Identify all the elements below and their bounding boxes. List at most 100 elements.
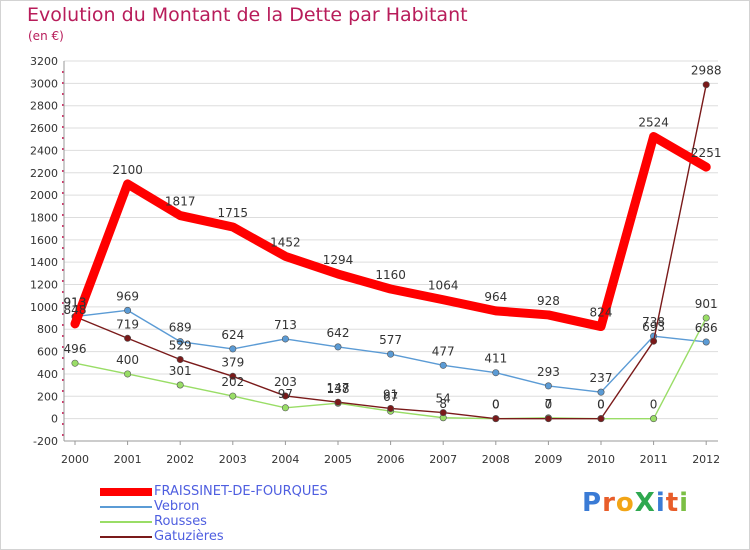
axis-dot bbox=[62, 291, 64, 293]
data-point bbox=[229, 392, 237, 400]
x-tick-label: 2010 bbox=[587, 453, 615, 466]
y-tick-label: 1600 bbox=[30, 234, 58, 247]
axis-dot bbox=[62, 401, 64, 403]
axis-dot bbox=[62, 170, 64, 172]
data-point bbox=[124, 334, 132, 342]
logo-letter: X bbox=[634, 488, 656, 518]
y-tick-label: 2800 bbox=[30, 100, 58, 113]
axis-dot bbox=[62, 258, 64, 260]
data-point bbox=[334, 398, 342, 406]
axis-dot bbox=[62, 115, 64, 117]
axis-dot bbox=[62, 324, 64, 326]
data-point bbox=[281, 335, 289, 343]
axis-dot bbox=[62, 335, 64, 337]
axis-dot bbox=[62, 126, 64, 128]
axis-dot bbox=[62, 302, 64, 304]
data-point bbox=[702, 81, 710, 89]
data-label: 0 bbox=[492, 398, 500, 412]
data-point bbox=[650, 415, 658, 423]
chart-subtitle: (en €) bbox=[28, 29, 64, 43]
y-tick-label: 1400 bbox=[30, 256, 58, 269]
data-label: 2251 bbox=[691, 146, 722, 160]
axis-dot bbox=[62, 390, 64, 392]
axis-dot bbox=[62, 280, 64, 282]
data-point bbox=[650, 337, 658, 345]
legend-label: Rousses bbox=[154, 514, 207, 529]
data-label: 0 bbox=[650, 398, 658, 412]
data-point bbox=[334, 343, 342, 351]
data-label: 901 bbox=[695, 297, 718, 311]
axis-dot bbox=[62, 82, 64, 84]
x-tick-label: 2006 bbox=[377, 453, 405, 466]
x-tick-label: 2004 bbox=[271, 453, 299, 466]
axis-dot bbox=[62, 214, 64, 216]
x-tick-label: 2008 bbox=[482, 453, 510, 466]
axis-dot bbox=[62, 346, 64, 348]
y-tick-label: 600 bbox=[37, 346, 58, 359]
axis-dot bbox=[62, 104, 64, 106]
axis-dot bbox=[62, 313, 64, 315]
axis-dot bbox=[62, 181, 64, 183]
x-tick-label: 2001 bbox=[114, 453, 142, 466]
data-label: 496 bbox=[64, 342, 87, 356]
x-tick-label: 2002 bbox=[166, 453, 194, 466]
data-label: 301 bbox=[169, 364, 192, 378]
data-label: 913 bbox=[64, 296, 87, 310]
y-tick-label: -200 bbox=[33, 435, 58, 448]
data-point bbox=[492, 415, 500, 423]
axis-dot bbox=[62, 247, 64, 249]
data-label: 1064 bbox=[428, 279, 459, 293]
logo-letter: P bbox=[582, 488, 603, 518]
data-label: 147 bbox=[327, 381, 350, 395]
axis-dot bbox=[62, 159, 64, 161]
data-label: 0 bbox=[597, 398, 605, 412]
axis-dot bbox=[62, 203, 64, 205]
data-point bbox=[124, 306, 132, 314]
y-tick-label: 2200 bbox=[30, 167, 58, 180]
axis-dot bbox=[62, 137, 64, 139]
legend-label: FRAISSINET-DE-FOURQUES bbox=[154, 484, 328, 499]
x-tick-label: 2009 bbox=[534, 453, 562, 466]
chart-title: Evolution du Montant de la Dette par Hab… bbox=[27, 4, 468, 26]
data-label: 713 bbox=[274, 318, 297, 332]
data-point bbox=[71, 359, 79, 367]
data-label: 824 bbox=[590, 306, 613, 320]
axis-dot bbox=[62, 412, 64, 414]
data-point bbox=[176, 338, 184, 346]
data-point bbox=[597, 415, 605, 423]
data-label: 624 bbox=[221, 328, 244, 342]
data-point bbox=[176, 381, 184, 389]
data-point bbox=[439, 409, 447, 417]
plot-area bbox=[64, 61, 718, 441]
data-point bbox=[439, 361, 447, 369]
data-label: 529 bbox=[169, 339, 192, 353]
data-label: 8 bbox=[439, 397, 447, 411]
y-tick-label: 1800 bbox=[30, 211, 58, 224]
data-label: 642 bbox=[327, 326, 350, 340]
data-label: 91 bbox=[383, 387, 398, 401]
data-label: 54 bbox=[436, 392, 451, 406]
data-label: 2988 bbox=[691, 64, 722, 78]
data-point bbox=[176, 356, 184, 364]
data-label: 202 bbox=[221, 375, 244, 389]
data-label: 1160 bbox=[375, 268, 406, 282]
data-label: 1817 bbox=[165, 195, 196, 209]
axis-dot bbox=[62, 357, 64, 359]
logo-letter: i bbox=[655, 488, 666, 518]
data-point bbox=[387, 350, 395, 358]
axis-dot bbox=[62, 423, 64, 425]
axis-dot bbox=[62, 368, 64, 370]
x-tick-label: 2003 bbox=[219, 453, 247, 466]
y-tick-label: 1200 bbox=[30, 279, 58, 292]
data-label: 719 bbox=[116, 317, 139, 331]
x-tick-label: 2012 bbox=[692, 453, 720, 466]
y-tick-label: 3000 bbox=[30, 77, 58, 90]
y-tick-label: 400 bbox=[37, 368, 58, 381]
data-label: 411 bbox=[484, 352, 507, 366]
legend-swatch bbox=[100, 488, 152, 496]
data-point bbox=[597, 388, 605, 396]
data-point bbox=[229, 345, 237, 353]
y-tick-label: 2400 bbox=[30, 144, 58, 157]
y-tick-label: 3200 bbox=[30, 55, 58, 68]
axis-dot bbox=[62, 93, 64, 95]
